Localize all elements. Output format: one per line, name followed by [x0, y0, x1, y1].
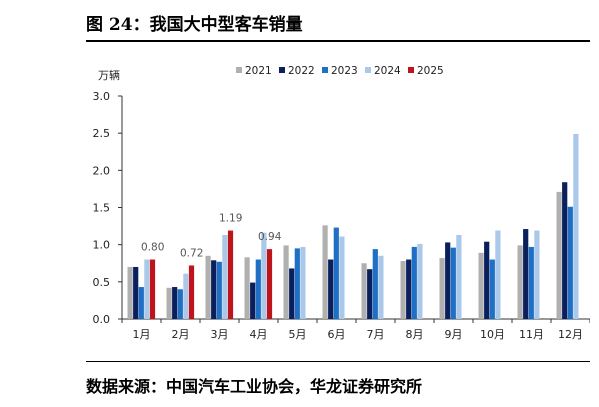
bar-2021-12 [556, 191, 562, 319]
x-tick-label: 11月 [519, 328, 544, 341]
bar-2023-4 [255, 259, 261, 319]
y-tick-label: 0.5 [93, 276, 111, 289]
bar-2023-2 [177, 289, 183, 319]
bar-2023-7 [372, 249, 378, 319]
legend-swatch-2024 [365, 67, 371, 73]
bar-2024-5 [300, 246, 306, 319]
bar-2021-1 [127, 266, 133, 319]
bar-2021-3 [205, 255, 211, 319]
x-tick-label: 7月 [367, 328, 385, 341]
bar-2022-1 [133, 266, 139, 319]
legend-label-2022: 2022 [288, 65, 315, 77]
bar-2022-9 [445, 242, 451, 319]
bar-2024-2 [183, 273, 189, 319]
y-unit-label: 万辆 [98, 68, 120, 82]
bar-2024-7 [378, 255, 384, 319]
x-tick-label: 8月 [406, 328, 424, 341]
y-tick-label: 2.0 [93, 164, 111, 177]
bar-2022-2 [172, 287, 178, 319]
bar-2024-6 [339, 236, 345, 319]
legend-label-2024: 2024 [374, 65, 401, 77]
source-note: 数据来源：中国汽车工业协会，华龙证券研究所 [86, 377, 423, 396]
bar-2024-11 [534, 230, 540, 319]
bar-2023-9 [450, 247, 456, 319]
x-tick-label: 9月 [445, 328, 463, 341]
bar-2021-9 [439, 258, 445, 319]
bar-2023-8 [411, 246, 417, 319]
bar-2023-1 [138, 287, 144, 319]
bar-2023-3 [216, 261, 222, 319]
x-tick-label: 2月 [172, 328, 190, 341]
x-tick-label: 1月 [133, 328, 151, 341]
bar-2023-6 [333, 227, 339, 319]
bar-2024-4 [261, 232, 267, 319]
bar-2022-6 [328, 259, 334, 319]
bar-2024-8 [417, 243, 423, 319]
legend-label-2025: 2025 [417, 65, 444, 77]
legend-swatch-2022 [279, 67, 285, 73]
bar-2024-1 [144, 259, 150, 319]
x-tick-label: 10月 [480, 328, 505, 341]
bar-2025-1 [149, 259, 156, 319]
bar-2022-7 [367, 269, 373, 319]
bar-2025-4 [266, 249, 273, 319]
bar-2021-8 [400, 261, 406, 319]
bar-2021-2 [166, 287, 172, 319]
bar-2022-12 [562, 182, 568, 319]
bar-2021-7 [361, 263, 367, 319]
data-label: 1.19 [219, 213, 242, 225]
bar-2022-10 [484, 241, 490, 319]
bar-2021-11 [517, 245, 523, 319]
y-tick-label: 0.0 [93, 313, 111, 326]
bar-chart: 0.0 0.5 1.0 1.5 2.0 2.5 3.0 万辆 1月 2月 3月 4月 5月 6月 7月 8月 9… [93, 65, 591, 341]
y-tick-label: 1.0 [93, 239, 111, 252]
bar-2023-10 [489, 259, 495, 319]
bar-2023-11 [528, 246, 534, 319]
data-label: 0.80 [141, 242, 164, 254]
bar-2022-3 [211, 260, 217, 319]
x-tick-label: 3月 [211, 328, 229, 341]
bar-2024-3 [222, 235, 228, 319]
y-tick-label: 3.0 [93, 90, 111, 103]
legend-label-2021: 2021 [245, 65, 272, 77]
y-tick-label: 1.5 [93, 202, 111, 215]
x-tick-label: 4月 [250, 328, 268, 341]
x-tick-label: 6月 [328, 328, 346, 341]
bar-2025-2 [188, 265, 195, 319]
y-tick-label: 2.5 [93, 127, 111, 140]
bar-2022-8 [406, 259, 412, 319]
data-label: 0.72 [180, 247, 203, 259]
bar-2021-5 [283, 245, 289, 319]
bar-2021-4 [244, 257, 250, 319]
title-divider [86, 40, 599, 42]
bar-2023-5 [294, 248, 300, 319]
bar-2024-12 [573, 133, 579, 319]
bar-2023-12 [567, 206, 573, 319]
legend-swatch-2021 [236, 67, 242, 73]
page-edge [590, 0, 599, 407]
bar-2021-6 [322, 225, 328, 319]
bar-2025-3 [227, 230, 234, 319]
bar-2022-11 [523, 229, 529, 319]
bar-2022-4 [250, 282, 256, 319]
x-tick-label: 5月 [289, 328, 307, 341]
legend-swatch-2025 [408, 67, 414, 73]
chart-title: 图 24：我国大中型客车销量 [86, 15, 303, 35]
bar-2022-5 [289, 268, 295, 319]
bar-2024-9 [456, 235, 462, 319]
legend-label-2023: 2023 [331, 65, 358, 77]
data-label: 0.94 [258, 231, 282, 243]
legend-swatch-2023 [322, 67, 328, 73]
x-tick-label: 12月 [558, 328, 583, 341]
bar-2024-10 [495, 230, 501, 319]
source-divider [86, 361, 599, 362]
bar-2021-10 [478, 252, 484, 319]
